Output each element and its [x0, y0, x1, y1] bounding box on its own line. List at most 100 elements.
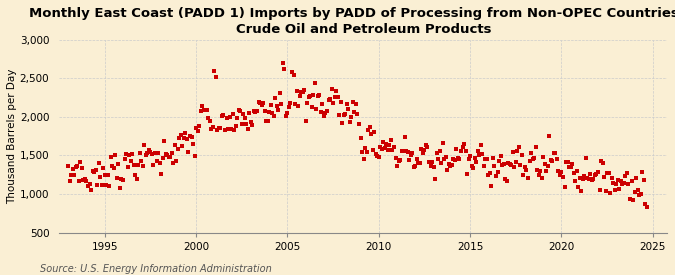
Point	[427, 160, 437, 165]
Point	[302, 100, 313, 105]
Point	[587, 178, 597, 183]
Point	[200, 108, 211, 112]
Point	[622, 171, 632, 175]
Point	[234, 107, 244, 112]
Point	[567, 161, 578, 166]
Point	[573, 185, 584, 189]
Point	[558, 174, 568, 179]
Point	[515, 163, 526, 167]
Point	[483, 173, 494, 177]
Point	[385, 138, 396, 142]
Point	[532, 167, 543, 172]
Point	[491, 174, 502, 178]
Point	[456, 149, 466, 153]
Point	[121, 152, 132, 156]
Point	[329, 95, 340, 99]
Point	[195, 109, 206, 113]
Point	[117, 178, 128, 182]
Point	[107, 164, 117, 169]
Point	[452, 155, 463, 160]
Point	[436, 161, 447, 165]
Point	[156, 172, 167, 176]
Point	[168, 161, 179, 165]
Point	[252, 108, 263, 113]
Point	[116, 177, 127, 181]
Point	[270, 96, 281, 100]
Point	[378, 139, 389, 144]
Point	[527, 157, 538, 161]
Point	[334, 113, 345, 117]
Point	[211, 75, 221, 79]
Point	[248, 109, 259, 114]
Point	[263, 119, 273, 123]
Point	[273, 108, 284, 112]
Point	[440, 155, 451, 159]
Point	[242, 127, 253, 131]
Point	[317, 102, 328, 106]
Point	[151, 159, 162, 163]
Point	[446, 163, 457, 167]
Point	[337, 121, 348, 125]
Point	[360, 145, 371, 150]
Point	[230, 124, 241, 128]
Point	[401, 149, 412, 153]
Point	[124, 153, 134, 157]
Point	[611, 182, 622, 186]
Point	[538, 155, 549, 159]
Point	[92, 183, 103, 187]
Point	[434, 148, 445, 153]
Point	[614, 187, 625, 191]
Point	[641, 205, 652, 209]
Point	[597, 161, 608, 166]
Point	[599, 175, 610, 179]
Point	[198, 108, 209, 112]
Point	[400, 134, 410, 139]
Point	[585, 172, 596, 177]
Point	[244, 111, 254, 115]
Point	[603, 170, 614, 175]
Point	[549, 151, 560, 155]
Point	[356, 149, 367, 154]
Point	[282, 111, 293, 116]
Point	[626, 179, 637, 183]
Point	[279, 67, 290, 72]
Point	[229, 128, 240, 132]
Point	[192, 128, 203, 133]
Point	[87, 169, 98, 174]
Point	[561, 160, 572, 164]
Point	[577, 176, 588, 181]
Point	[206, 127, 217, 131]
Point	[418, 151, 429, 155]
Point	[410, 164, 421, 168]
Point	[325, 97, 335, 101]
Point	[265, 103, 276, 108]
Point	[574, 176, 585, 180]
Point	[443, 161, 454, 166]
Point	[319, 114, 329, 118]
Point	[589, 172, 600, 177]
Point	[412, 157, 423, 161]
Point	[414, 161, 425, 166]
Point	[522, 176, 533, 181]
Point	[395, 158, 406, 162]
Point	[471, 160, 482, 164]
Point	[74, 178, 84, 183]
Point	[358, 157, 369, 161]
Point	[450, 157, 460, 162]
Point	[457, 145, 468, 149]
Point	[98, 166, 109, 170]
Point	[145, 150, 156, 154]
Point	[510, 160, 521, 164]
Point	[315, 109, 326, 114]
Point	[290, 102, 300, 106]
Point	[618, 181, 629, 185]
Point	[439, 156, 450, 161]
Point	[387, 148, 398, 152]
Point	[610, 188, 620, 192]
Point	[460, 148, 471, 153]
Point	[595, 159, 606, 164]
Point	[536, 175, 547, 180]
Point	[514, 145, 524, 150]
Point	[84, 181, 95, 186]
Point	[136, 159, 146, 163]
